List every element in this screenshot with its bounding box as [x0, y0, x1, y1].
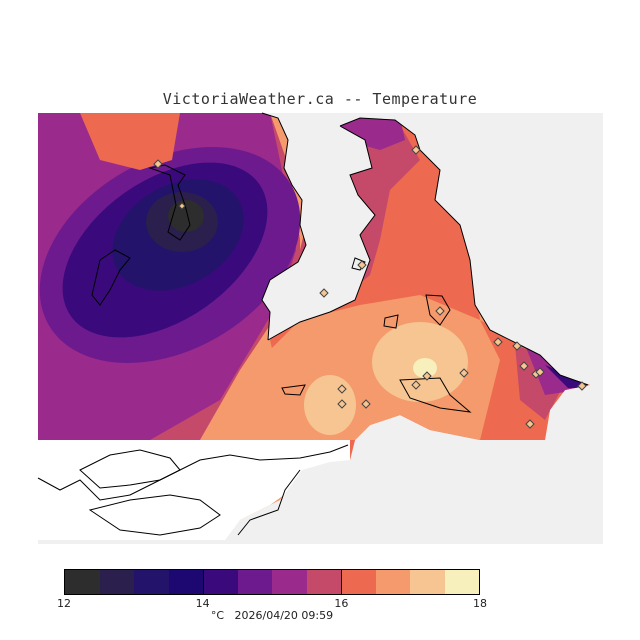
legend-swatch — [203, 570, 238, 594]
legend-swatch — [410, 570, 445, 594]
station-marker — [493, 337, 503, 347]
station-marker — [435, 306, 445, 316]
legend-tick-mark — [202, 569, 204, 595]
station-marker — [577, 381, 587, 391]
coastline — [339, 117, 589, 386]
legend-tick-mark — [341, 569, 343, 595]
station-marker — [512, 341, 522, 351]
legend-tick-label: 16 — [334, 597, 349, 610]
legend-tick-label: 14 — [195, 597, 210, 610]
legend-swatch — [65, 570, 100, 594]
island-outline — [399, 377, 472, 413]
legend-swatch — [168, 570, 203, 594]
legend-swatch — [341, 570, 376, 594]
station-marker — [153, 159, 163, 169]
island-outline — [281, 384, 306, 396]
legend-footer: °C 2026/04/20 09:59 — [0, 609, 544, 622]
station-marker — [525, 419, 535, 429]
white-landmass — [38, 440, 350, 540]
island-outline — [88, 494, 221, 536]
island-outline — [425, 294, 451, 326]
station-marker — [178, 202, 186, 210]
island-outline — [383, 314, 399, 329]
island-outline — [148, 164, 191, 241]
map-title: VictoriaWeather.ca -- Temperature — [162, 90, 478, 108]
station-marker — [519, 361, 529, 371]
legend-swatch — [99, 570, 134, 594]
station-marker — [337, 399, 347, 409]
legend-swatch — [272, 570, 307, 594]
island-outline — [91, 249, 131, 306]
legend-tick-label: 12 — [57, 597, 71, 610]
station-marker — [361, 399, 371, 409]
legend-swatch — [306, 570, 341, 594]
legend-swatch — [375, 570, 410, 594]
legend-swatch — [134, 570, 169, 594]
legend-tick-label: 18 — [473, 597, 487, 610]
island-outline — [79, 449, 181, 489]
station-marker — [411, 380, 421, 390]
station-markers — [153, 145, 587, 429]
station-marker — [422, 371, 432, 381]
station-marker — [357, 260, 367, 270]
station-marker — [337, 384, 347, 394]
station-marker — [459, 368, 469, 378]
station-marker — [535, 367, 545, 377]
station-marker — [411, 145, 421, 155]
timestamp: 2026/04/20 09:59 — [234, 609, 334, 622]
legend-swatch — [237, 570, 272, 594]
legend-swatch — [444, 570, 479, 594]
coastline — [261, 112, 307, 341]
units-label: °C — [210, 609, 225, 622]
color-legend — [64, 569, 480, 595]
coastline — [267, 125, 376, 341]
station-marker — [319, 288, 329, 298]
